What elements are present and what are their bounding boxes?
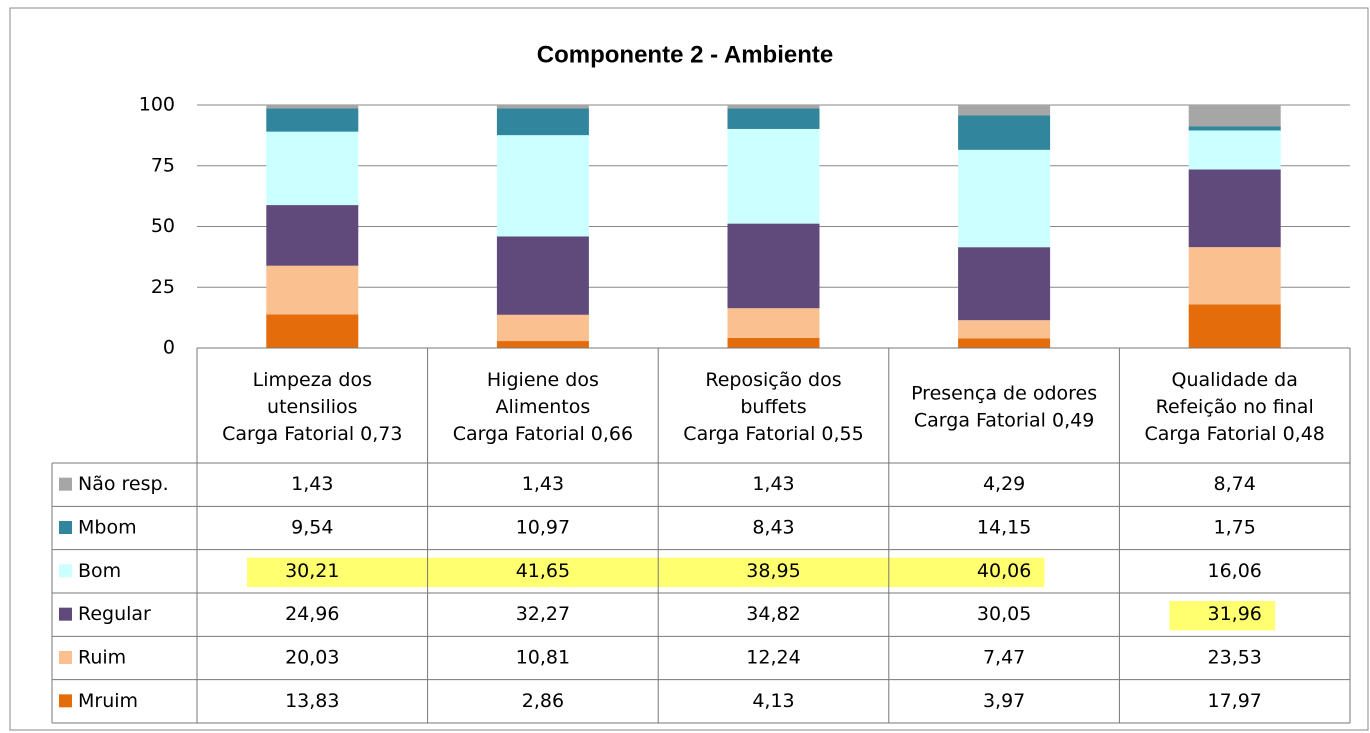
- data-label: 1,43: [752, 473, 794, 495]
- bar-segment: [727, 108, 820, 129]
- bar-segment: [727, 223, 820, 309]
- bar-segment: [496, 108, 589, 136]
- data-label: 1,43: [291, 473, 333, 495]
- data-label: 17,97: [1207, 690, 1261, 712]
- bar-segment: [958, 338, 1051, 348]
- bar-segment: [1188, 126, 1281, 131]
- data-label: 16,06: [1207, 560, 1261, 582]
- bar-segment: [496, 236, 589, 315]
- data-label: 41,65: [516, 560, 570, 582]
- bar-segment: [958, 247, 1051, 321]
- data-label: 20,03: [285, 647, 339, 669]
- bar-segment: [496, 105, 589, 109]
- bar-segment: [1188, 304, 1281, 348]
- legend-label: Bom: [78, 560, 121, 582]
- legend-swatch: [59, 477, 72, 491]
- bar-segment: [496, 314, 589, 342]
- legend-label: Regular: [78, 603, 151, 625]
- x-tick-label: Alimentos: [496, 396, 591, 418]
- data-label: 4,13: [752, 690, 794, 712]
- x-tick-label: Carga Fatorial 0,55: [683, 423, 863, 445]
- bar-segment: [266, 105, 359, 109]
- cell-highlight: [247, 557, 428, 587]
- legend-label: Mbom: [78, 517, 137, 539]
- legend-swatch: [59, 694, 72, 708]
- bar-segment: [496, 341, 589, 348]
- legend-swatch: [59, 564, 72, 578]
- data-label: 23,53: [1207, 647, 1261, 669]
- bar-segment: [266, 131, 359, 206]
- x-tick-label: Qualidade da: [1171, 369, 1297, 391]
- data-label: 9,54: [291, 517, 333, 539]
- bar-segment: [958, 320, 1051, 339]
- data-label: 32,27: [516, 603, 570, 625]
- y-tick-label: 75: [151, 154, 175, 176]
- data-label: 4,29: [983, 473, 1025, 495]
- data-label: 8,43: [752, 517, 794, 539]
- bar-segment: [1188, 247, 1281, 305]
- cell-highlight: [658, 557, 889, 587]
- bar-segment: [727, 105, 820, 109]
- y-tick-label: 100: [139, 94, 175, 116]
- bar-segment: [266, 205, 359, 266]
- y-tick-label: 50: [151, 215, 175, 237]
- x-tick-label: Refeição no final: [1156, 396, 1314, 418]
- x-tick-label: utensilios: [267, 396, 357, 418]
- bar-segment: [1188, 169, 1281, 248]
- x-tick-label: Higiene dos: [487, 369, 599, 391]
- data-label: 34,82: [746, 603, 800, 625]
- cell-highlight: [1169, 601, 1275, 631]
- bar-segment: [266, 314, 359, 348]
- chart-frame: [9, 7, 1369, 731]
- bar-segment: [1188, 104, 1281, 127]
- data-label: 7,47: [983, 647, 1025, 669]
- legend-label: Mruim: [78, 690, 138, 712]
- data-label: 3,97: [983, 690, 1025, 712]
- x-tick-label: Carga Fatorial 0,73: [222, 423, 402, 445]
- legend-label: Não resp.: [78, 473, 169, 495]
- bar-segment: [958, 115, 1051, 150]
- bar-segment: [1188, 130, 1281, 170]
- x-tick-label: buffets: [740, 396, 806, 418]
- data-label: 8,74: [1214, 473, 1256, 495]
- legend-swatch: [59, 651, 72, 664]
- bar-segment: [727, 308, 820, 338]
- data-label: 24,96: [285, 603, 339, 625]
- bar-segment: [266, 265, 359, 315]
- data-label: 38,95: [746, 560, 800, 582]
- data-label: 2,86: [522, 690, 564, 712]
- x-tick-label: Limpeza dos: [253, 369, 372, 391]
- data-label: 30,05: [977, 603, 1031, 625]
- bar-segment: [958, 105, 1051, 116]
- legend-swatch: [59, 607, 72, 621]
- data-label: 12,24: [746, 647, 800, 669]
- data-label: 1,43: [522, 473, 564, 495]
- y-tick-label: 0: [163, 337, 175, 359]
- legend-swatch: [59, 521, 72, 534]
- y-tick-label: 25: [151, 276, 175, 298]
- x-tick-label: Carga Fatorial 0,66: [453, 423, 633, 445]
- data-label: 10,81: [516, 647, 570, 669]
- data-label: 10,97: [516, 517, 570, 539]
- data-label: 30,21: [285, 560, 339, 582]
- data-label: 13,83: [285, 690, 339, 712]
- bar-segment: [727, 337, 820, 348]
- cell-highlight: [888, 557, 1045, 587]
- bar-segment: [727, 128, 820, 224]
- legend-label: Ruim: [78, 647, 126, 669]
- data-label: 40,06: [977, 560, 1031, 582]
- data-label: 31,96: [1207, 603, 1261, 625]
- cell-highlight: [427, 557, 659, 587]
- x-tick-label: Carga Fatorial 0,49: [914, 410, 1094, 432]
- bar-segment: [266, 108, 359, 132]
- bar-segment: [958, 149, 1051, 248]
- x-tick-label: Reposição dos: [705, 369, 841, 391]
- x-tick-label: Carga Fatorial 0,48: [1145, 423, 1325, 445]
- x-tick-label: Presença de odores: [911, 383, 1097, 405]
- bar-segment: [496, 135, 589, 237]
- chart-title: Componente 2 - Ambiente: [537, 41, 833, 68]
- data-label: 1,75: [1214, 517, 1256, 539]
- data-label: 14,15: [977, 517, 1031, 539]
